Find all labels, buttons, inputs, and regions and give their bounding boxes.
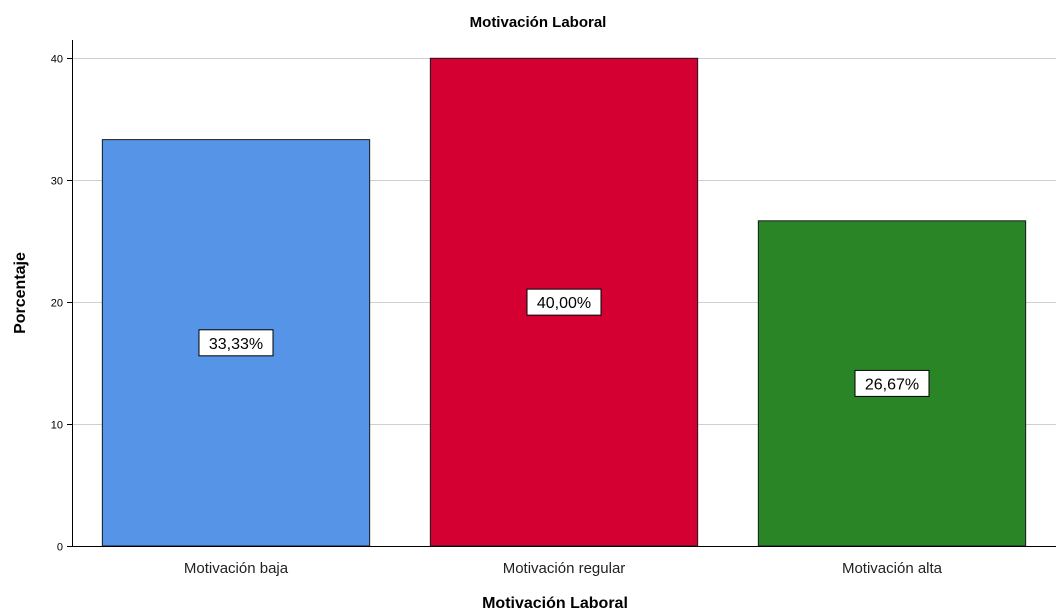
data-labels: 33,33% 40,00% 26,67% (198, 288, 930, 397)
chart-title: Motivación Laboral (470, 14, 607, 31)
axes (72, 40, 1056, 547)
y-tick-label-10: 10 (51, 420, 63, 432)
x-category-label-2: Motivación regular (503, 560, 626, 577)
y-tick-label-0: 0 (57, 542, 63, 554)
x-category-label-3: Motivación alta (842, 560, 943, 577)
data-label-1: 33,33% (198, 329, 274, 357)
data-label-text-1: 33,33% (209, 336, 263, 353)
x-axis-title: Motivación Laboral (482, 595, 628, 612)
data-label-text-3: 26,67% (865, 376, 919, 393)
data-label-box-3 (854, 369, 930, 397)
data-label-text-2: 40,00% (537, 295, 591, 312)
y-axis-title: Porcentaje (12, 252, 29, 334)
data-label-box-2 (526, 288, 602, 316)
data-label-3: 26,67% (854, 369, 930, 397)
data-label-2: 40,00% (526, 288, 602, 316)
y-tick-labels: 0 10 20 30 40 (51, 54, 72, 554)
y-tick-label-30: 30 (51, 176, 63, 188)
x-category-labels: Motivación baja Motivación regular Motivac… (184, 560, 943, 577)
y-tick-label-20: 20 (51, 298, 63, 310)
x-category-label-1: Motivación baja (184, 560, 289, 577)
data-label-box-1 (198, 329, 274, 357)
y-tick-label-40: 40 (51, 54, 63, 66)
